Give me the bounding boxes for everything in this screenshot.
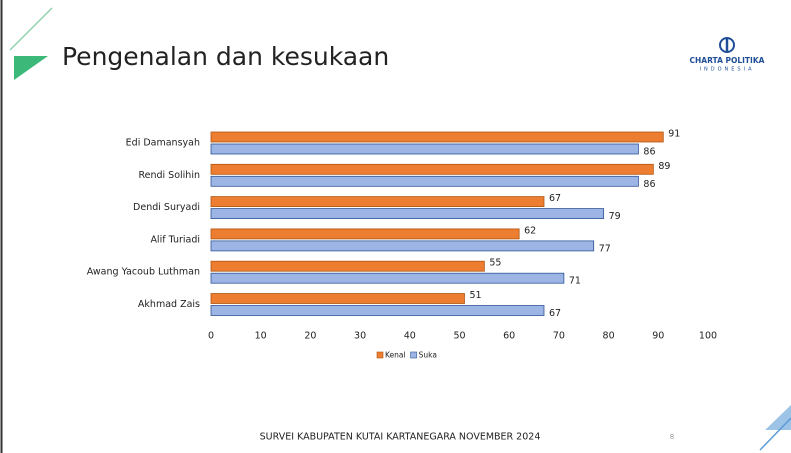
bar [210,163,654,175]
bar [210,293,465,304]
data-label: 55 [489,258,501,269]
page-number: 8 [670,433,674,441]
x-tick-label: 90 [652,331,664,342]
data-label: 79 [609,211,621,222]
bar [210,143,639,155]
data-label: 86 [643,179,655,190]
x-tick-label: 0 [208,331,214,342]
x-tick-label: 80 [603,331,615,342]
x-tick-label: 10 [255,331,267,342]
bar [210,260,485,272]
y-tick-label: Rendi Solihin [138,170,200,181]
bar [210,228,520,240]
corner-line [9,7,53,51]
x-tick-label: 40 [404,331,416,342]
slide-title: Pengenalan dan kesukaan [62,42,389,71]
x-tick-label: 30 [354,331,366,342]
data-label: 71 [569,276,581,287]
bar [210,240,595,252]
y-tick-label: Alif Turiadi [150,234,200,245]
y-tick-label: Awang Yacoub Luthman [87,267,200,278]
legend-label: Suka [419,351,437,360]
bar [210,272,565,284]
x-tick-label: 70 [553,331,565,342]
y-tick-label: Dendi Suryadi [133,202,200,213]
legend-swatch [376,351,384,359]
bar [210,131,664,143]
x-tick-label: 20 [304,331,316,342]
data-label: 89 [658,161,670,172]
bar [210,175,639,187]
footer: SURVEI KABUPATEN KUTAI KARTANEGARA NOVEM… [260,432,541,443]
data-label: 62 [524,225,536,236]
data-label: 67 [549,308,561,319]
data-label: 91 [668,129,680,140]
logo-sub: INDONESIA [700,67,755,73]
corner-line-br [759,417,791,451]
y-tick-label: Akhmad Zais [138,299,200,310]
data-label: 51 [469,290,481,301]
y-tick-label: Edi Damansyah [126,138,200,149]
legend-swatch [410,351,417,359]
bar [210,196,545,208]
data-label: 77 [599,243,611,254]
data-label: 67 [549,193,561,204]
x-tick-label: 60 [503,331,515,342]
logo-name: CHARTA POLITIKA [690,56,765,65]
legend-label: Kenal [385,351,406,360]
bar [210,208,605,220]
bar [210,305,545,316]
data-label: 86 [643,147,655,158]
x-tick-label: 50 [453,331,465,342]
x-tick-label: 100 [699,331,717,342]
corner-accent [14,56,48,80]
